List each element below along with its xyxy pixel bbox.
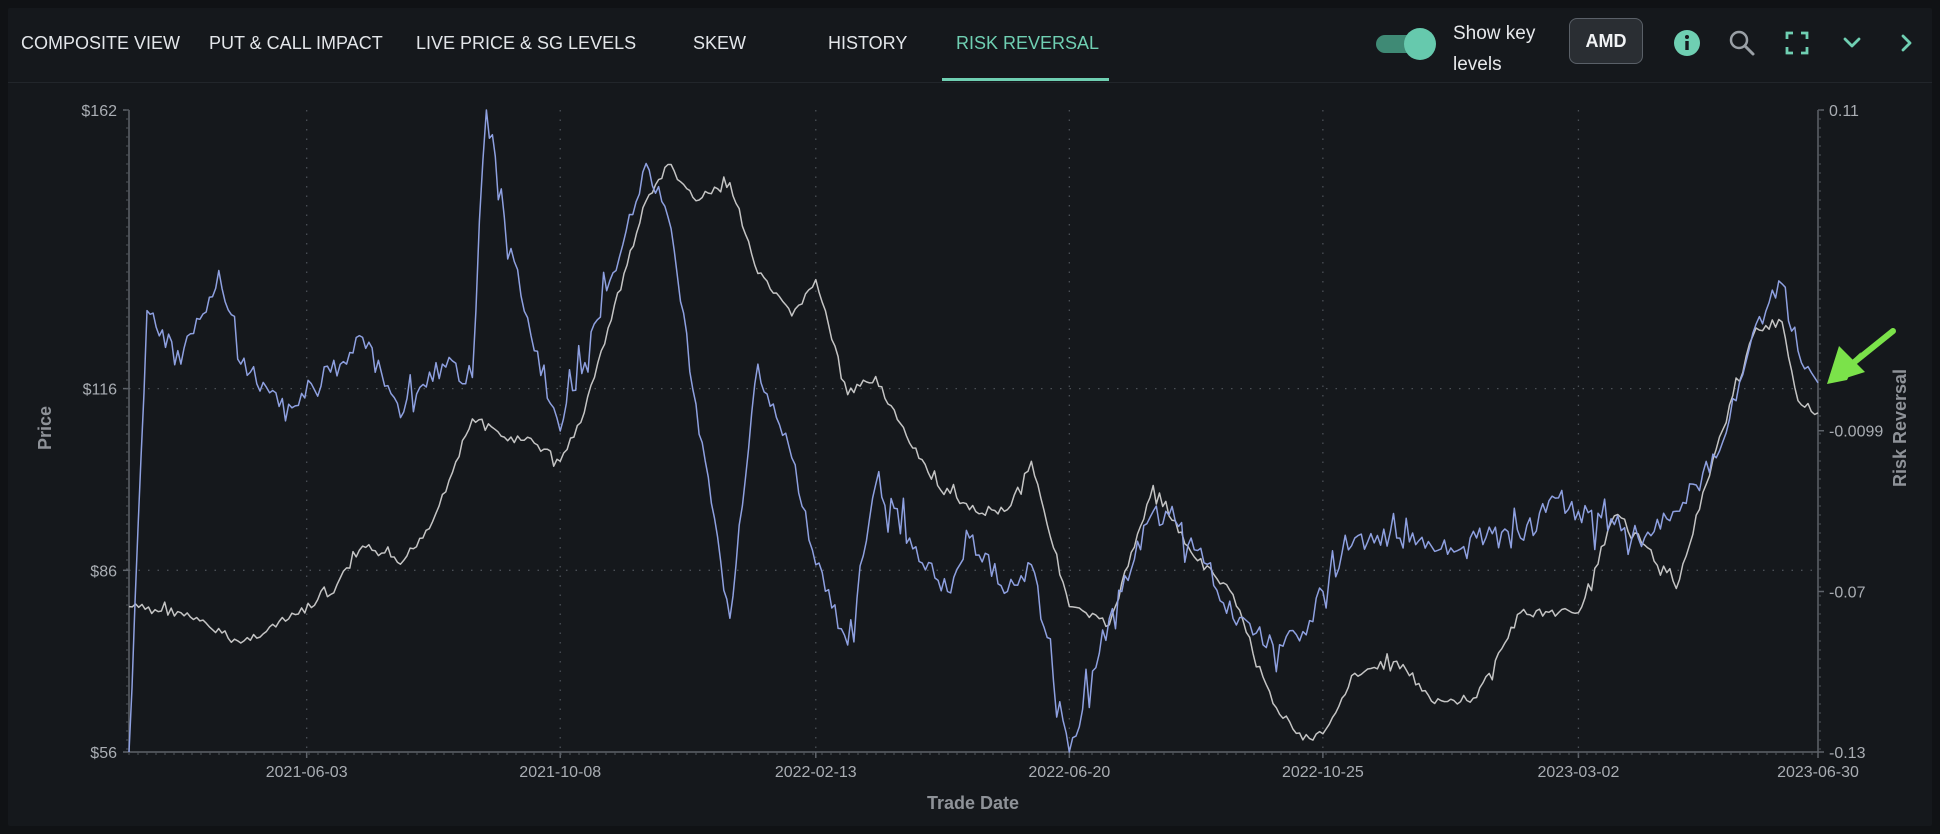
- chart-grid: [129, 110, 1818, 752]
- tab-put-call-impact[interactable]: PUT & CALL IMPACT: [209, 33, 383, 53]
- chart-axes: [128, 110, 1819, 753]
- left-tick-label: $116: [83, 382, 118, 399]
- x-axis-label: Trade Date: [927, 793, 1019, 813]
- right-tick-label: -0.0099: [1829, 424, 1883, 441]
- show-key-levels-label: Show key levels: [1453, 23, 1536, 75]
- zoom-icon[interactable]: [1727, 28, 1757, 58]
- risk-reversal-panel: COMPOSITE VIEW PUT & CALL IMPACT LIVE PR…: [8, 8, 1932, 826]
- chart-series: [128, 109, 1819, 753]
- tab-risk-reversal[interactable]: RISK REVERSAL: [956, 33, 1100, 53]
- series-line-price: [128, 163, 1819, 741]
- left-tick-label: $86: [90, 563, 117, 580]
- series-line-risk-reversal: [128, 109, 1819, 753]
- x-tick-label: 2021-06-03: [266, 764, 348, 781]
- left-tick-label: $56: [90, 745, 117, 762]
- right-tick-label: -0.07: [1829, 585, 1866, 602]
- y-axis-label-price: Price: [35, 406, 55, 450]
- active-tab-indicator: [942, 78, 1109, 81]
- tab-composite-view[interactable]: COMPOSITE VIEW: [21, 33, 181, 53]
- chevron-right-icon[interactable]: [1892, 28, 1922, 58]
- toggle-knob: [1404, 28, 1436, 60]
- fullscreen-icon[interactable]: [1782, 28, 1812, 58]
- x-tick-label: 2022-10-25: [1282, 764, 1364, 781]
- x-tick-label: 2023-06-30: [1777, 764, 1859, 781]
- x-tick-label: 2022-06-20: [1028, 764, 1110, 781]
- tab-live-price-sg-levels[interactable]: LIVE PRICE & SG LEVELS: [416, 33, 637, 53]
- y-axis-label-risk-reversal: Risk Reversal: [1890, 369, 1910, 487]
- left-tick-label: $162: [81, 103, 117, 120]
- x-tick-label: 2023-03-02: [1538, 764, 1620, 781]
- ticker-button[interactable]: AMD: [1569, 18, 1643, 64]
- annotation-arrow: [1827, 328, 1896, 384]
- tab-history[interactable]: HISTORY: [828, 33, 908, 53]
- show-key-levels-toggle[interactable]: [1376, 28, 1436, 60]
- right-tick-label: 0.11: [1829, 103, 1859, 120]
- tab-skew[interactable]: SKEW: [693, 33, 747, 53]
- tab-bar: COMPOSITE VIEW PUT & CALL IMPACT LIVE PR…: [8, 8, 1932, 83]
- info-icon[interactable]: [1672, 28, 1702, 58]
- x-tick-label: 2022-02-13: [775, 764, 857, 781]
- right-tick-label: -0.13: [1829, 745, 1866, 762]
- x-tick-label: 2021-10-08: [519, 764, 601, 781]
- chart-ticks: 2021-06-03 2021-10-08 2022-02-13 2022-06-20…: [81, 103, 1883, 781]
- chevron-down-icon[interactable]: [1837, 28, 1867, 58]
